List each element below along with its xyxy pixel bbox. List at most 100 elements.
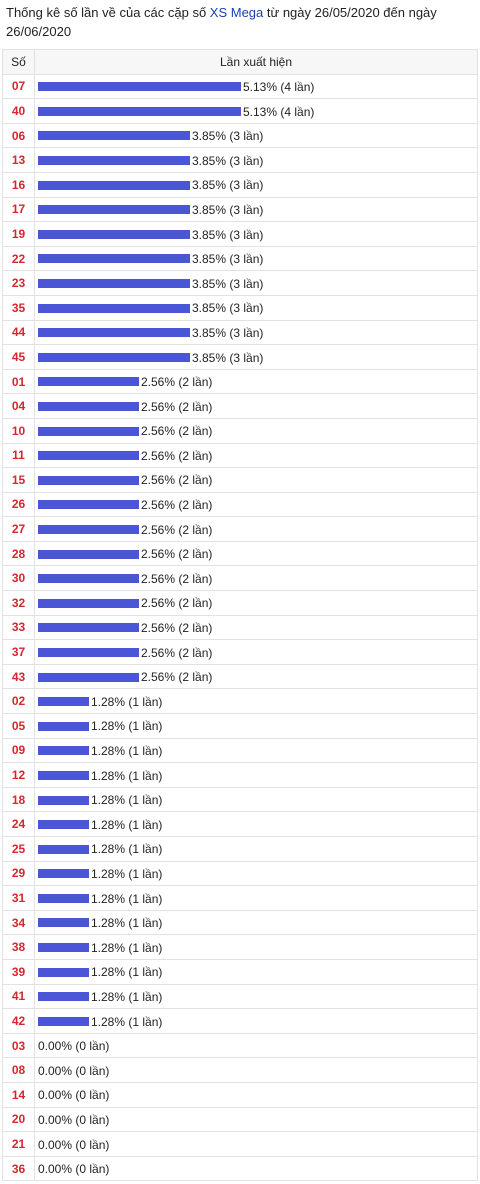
table-row: 06 3.85% (3 lần) bbox=[2, 122, 478, 149]
frequency-label: 3.85% (3 lần) bbox=[192, 301, 264, 316]
frequency-bar bbox=[38, 205, 190, 215]
number-cell: 24 bbox=[2, 811, 35, 837]
frequency-label: 1.28% (1 lần) bbox=[91, 915, 163, 930]
table-header-row: Số Lần xuất hiện bbox=[2, 49, 478, 75]
frequency-bar bbox=[38, 524, 139, 534]
table-row: 01 2.56% (2 lần) bbox=[2, 368, 478, 395]
number-cell: 17 bbox=[2, 196, 35, 223]
xs-mega-link[interactable]: XS Mega bbox=[209, 5, 264, 20]
frequency-label: 3.85% (3 lần) bbox=[192, 178, 264, 193]
frequency-label: 1.28% (1 lần) bbox=[91, 817, 163, 832]
table-row: 36 0.00% (0 lần) bbox=[2, 1155, 478, 1182]
occurrence-cell: 1.28% (1 lần) bbox=[34, 909, 478, 936]
occurrence-cell: 5.13% (4 lần) bbox=[34, 98, 478, 124]
table-row: 18 1.28% (1 lần) bbox=[2, 786, 478, 813]
occurrence-cell: 1.28% (1 lần) bbox=[34, 811, 478, 837]
occurrence-cell: 3.85% (3 lần) bbox=[34, 171, 478, 198]
occurrence-cell: 1.28% (1 lần) bbox=[34, 958, 478, 985]
table-row: 33 2.56% (2 lần) bbox=[2, 614, 478, 641]
number-cell: 03 bbox=[2, 1032, 35, 1059]
table-row: 26 2.56% (2 lần) bbox=[2, 491, 478, 518]
frequency-label: 5.13% (4 lần) bbox=[243, 79, 315, 94]
frequency-label: 2.56% (2 lần) bbox=[141, 424, 213, 439]
frequency-label: 1.28% (1 lần) bbox=[91, 940, 163, 955]
frequency-bar bbox=[38, 352, 190, 362]
table-row: 20 0.00% (0 lần) bbox=[2, 1106, 478, 1133]
table-row: 23 3.85% (3 lần) bbox=[2, 270, 478, 296]
number-cell: 29 bbox=[2, 860, 35, 887]
table-row: 14 0.00% (0 lần) bbox=[2, 1081, 478, 1108]
number-cell: 40 bbox=[2, 98, 35, 124]
frequency-label: 0.00% (0 lần) bbox=[38, 1088, 110, 1103]
table-row: 28 2.56% (2 lần) bbox=[2, 540, 478, 567]
table-row: 10 2.56% (2 lần) bbox=[2, 417, 478, 444]
number-cell: 27 bbox=[2, 516, 35, 542]
table-row: 44 3.85% (3 lần) bbox=[2, 319, 478, 346]
table-row: 25 1.28% (1 lần) bbox=[2, 836, 478, 862]
table-row: 08 0.00% (0 lần) bbox=[2, 1057, 478, 1083]
number-cell: 04 bbox=[2, 393, 35, 419]
table-row: 43 2.56% (2 lần) bbox=[2, 663, 478, 690]
frequency-label: 3.85% (3 lần) bbox=[192, 325, 264, 340]
frequency-label: 1.28% (1 lần) bbox=[91, 694, 163, 709]
occurrence-cell: 2.56% (2 lần) bbox=[34, 639, 478, 665]
frequency-bar bbox=[38, 893, 89, 903]
occurrence-cell: 0.00% (0 lần) bbox=[34, 1106, 478, 1133]
table-row: 37 2.56% (2 lần) bbox=[2, 639, 478, 665]
frequency-bar bbox=[38, 377, 139, 387]
frequency-bar bbox=[38, 1016, 89, 1026]
occurrence-cell: 1.28% (1 lần) bbox=[34, 983, 478, 1010]
number-cell: 42 bbox=[2, 1008, 35, 1034]
occurrence-cell: 2.56% (2 lần) bbox=[34, 491, 478, 518]
frequency-bar bbox=[38, 402, 139, 412]
frequency-label: 1.28% (1 lần) bbox=[91, 891, 163, 906]
number-cell: 37 bbox=[2, 639, 35, 665]
frequency-bar bbox=[38, 697, 89, 707]
occurrence-cell: 2.56% (2 lần) bbox=[34, 467, 478, 493]
occurrence-cell: 3.85% (3 lần) bbox=[34, 122, 478, 149]
number-cell: 33 bbox=[2, 614, 35, 641]
table-row: 11 2.56% (2 lần) bbox=[2, 442, 478, 469]
number-cell: 12 bbox=[2, 762, 35, 788]
table-row: 15 2.56% (2 lần) bbox=[2, 467, 478, 493]
frequency-bar bbox=[38, 451, 139, 461]
number-cell: 05 bbox=[2, 713, 35, 739]
occurrence-cell: 2.56% (2 lần) bbox=[34, 590, 478, 616]
frequency-label: 2.56% (2 lần) bbox=[141, 473, 213, 488]
occurrence-cell: 0.00% (0 lần) bbox=[34, 1032, 478, 1059]
frequency-label: 1.28% (1 lần) bbox=[91, 1014, 163, 1029]
number-cell: 31 bbox=[2, 885, 35, 911]
table-row: 39 1.28% (1 lần) bbox=[2, 958, 478, 985]
number-cell: 41 bbox=[2, 983, 35, 1010]
occurrence-cell: 1.28% (1 lần) bbox=[34, 934, 478, 960]
frequency-label: 3.85% (3 lần) bbox=[192, 227, 264, 242]
frequency-bar bbox=[38, 180, 190, 190]
table-row: 42 1.28% (1 lần) bbox=[2, 1008, 478, 1034]
number-cell: 26 bbox=[2, 491, 35, 518]
occurrence-cell: 3.85% (3 lần) bbox=[34, 270, 478, 296]
number-cell: 30 bbox=[2, 565, 35, 592]
number-cell: 18 bbox=[2, 786, 35, 813]
table-row: 22 3.85% (3 lần) bbox=[2, 245, 478, 272]
occurrence-cell: 1.28% (1 lần) bbox=[34, 713, 478, 739]
frequency-bar bbox=[38, 918, 89, 928]
number-cell: 23 bbox=[2, 270, 35, 296]
frequency-bar bbox=[38, 967, 89, 977]
frequency-label: 3.85% (3 lần) bbox=[192, 276, 264, 291]
table-row: 45 3.85% (3 lần) bbox=[2, 344, 478, 370]
frequency-bar bbox=[38, 500, 139, 510]
table-row: 24 1.28% (1 lần) bbox=[2, 811, 478, 837]
number-cell: 44 bbox=[2, 319, 35, 346]
occurrence-cell: 1.28% (1 lần) bbox=[34, 737, 478, 764]
frequency-label: 3.85% (3 lần) bbox=[192, 202, 264, 217]
page-title: Thống kê số lần về của các cặp số XS Meg… bbox=[0, 0, 480, 46]
occurrence-cell: 2.56% (2 lần) bbox=[34, 417, 478, 444]
frequency-label: 0.00% (0 lần) bbox=[38, 1161, 110, 1176]
frequency-label: 3.85% (3 lần) bbox=[192, 128, 264, 143]
frequency-label: 2.56% (2 lần) bbox=[141, 448, 213, 463]
frequency-bar bbox=[38, 574, 139, 584]
frequency-label: 2.56% (2 lần) bbox=[141, 399, 213, 414]
number-cell: 36 bbox=[2, 1155, 35, 1182]
occurrence-cell: 3.85% (3 lần) bbox=[34, 196, 478, 223]
table-row: 13 3.85% (3 lần) bbox=[2, 147, 478, 173]
